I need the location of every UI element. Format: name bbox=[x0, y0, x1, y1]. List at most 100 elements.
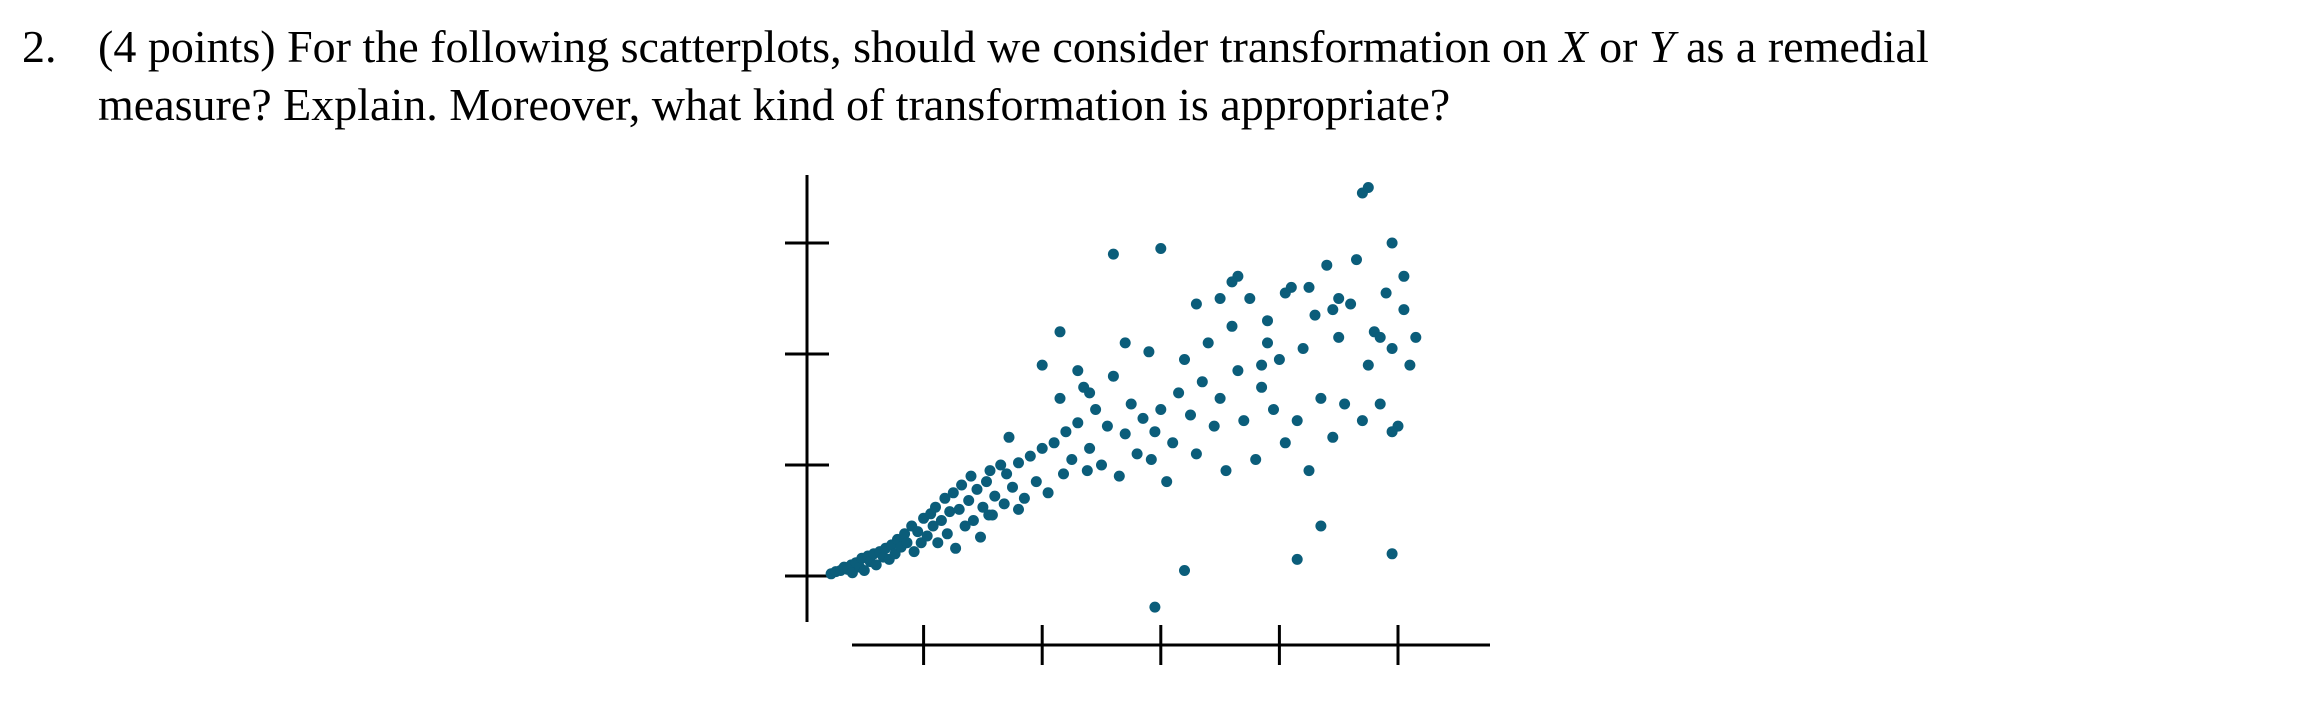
data-point-35 bbox=[932, 537, 944, 549]
data-point-141 bbox=[1398, 270, 1410, 282]
data-point-75 bbox=[1090, 404, 1102, 415]
data-point-15 bbox=[870, 559, 882, 571]
data-point-154 bbox=[1013, 503, 1024, 515]
data-point-96 bbox=[1208, 420, 1220, 432]
data-point-71 bbox=[1072, 417, 1084, 429]
data-point-93 bbox=[1190, 448, 1202, 460]
data-point-95 bbox=[1202, 337, 1214, 349]
data-point-86 bbox=[1149, 426, 1161, 438]
variable-x: X bbox=[1559, 21, 1588, 72]
data-point-36 bbox=[935, 515, 947, 526]
data-point-34 bbox=[930, 501, 941, 513]
data-point-135 bbox=[1279, 287, 1291, 299]
data-point-125 bbox=[1380, 287, 1392, 299]
data-point-62 bbox=[1024, 450, 1036, 462]
data-point-39 bbox=[944, 506, 956, 518]
data-point-80 bbox=[1119, 428, 1131, 440]
data-point-158 bbox=[1262, 337, 1273, 349]
data-point-119 bbox=[1345, 298, 1357, 310]
data-point-111 bbox=[1297, 343, 1309, 354]
data-point-33 bbox=[927, 520, 939, 532]
data-point-85 bbox=[1145, 454, 1157, 465]
data-point-100 bbox=[1232, 365, 1244, 377]
data-point-117 bbox=[1333, 331, 1345, 343]
data-point-120 bbox=[1351, 254, 1362, 266]
data-point-97 bbox=[1214, 392, 1226, 404]
data-point-41 bbox=[950, 542, 962, 554]
data-point-83 bbox=[1137, 412, 1149, 424]
data-point-78 bbox=[1107, 370, 1119, 382]
data-point-156 bbox=[1119, 337, 1131, 349]
data-point-124 bbox=[1374, 398, 1386, 410]
data-point-70 bbox=[1066, 454, 1078, 465]
data-point-59 bbox=[1007, 481, 1018, 493]
data-point-68 bbox=[1058, 468, 1069, 480]
data-point-159 bbox=[1333, 293, 1345, 304]
data-point-58 bbox=[1003, 431, 1015, 443]
data-point-42 bbox=[953, 503, 965, 515]
data-point-115 bbox=[1321, 259, 1333, 271]
data-point-132 bbox=[1155, 243, 1167, 254]
data-point-137 bbox=[1327, 304, 1339, 316]
data-point-52 bbox=[984, 465, 996, 477]
data-point-145 bbox=[1084, 387, 1096, 399]
variable-y: Y bbox=[1648, 21, 1675, 72]
data-point-84 bbox=[1143, 346, 1155, 358]
data-point-77 bbox=[1101, 420, 1113, 432]
data-point-73 bbox=[1081, 465, 1093, 477]
data-point-76 bbox=[1096, 459, 1107, 471]
data-point-90 bbox=[1173, 387, 1185, 399]
data-point-150 bbox=[1315, 520, 1327, 532]
data-point-98 bbox=[1220, 465, 1232, 477]
data-point-24 bbox=[899, 528, 911, 540]
question-line-2: measure? Explain. Moreover, what kind of… bbox=[98, 79, 1451, 130]
data-point-110 bbox=[1291, 415, 1303, 427]
data-point-157 bbox=[1214, 293, 1226, 304]
data-point-55 bbox=[995, 459, 1007, 471]
data-point-102 bbox=[1244, 293, 1256, 304]
data-point-144 bbox=[1036, 359, 1048, 371]
data-point-65 bbox=[1042, 487, 1054, 499]
data-point-160 bbox=[1374, 331, 1386, 343]
data-point-118 bbox=[1339, 398, 1351, 410]
data-point-54 bbox=[989, 490, 1001, 502]
data-points bbox=[825, 182, 1422, 613]
data-point-104 bbox=[1256, 381, 1268, 393]
data-point-139 bbox=[1362, 182, 1374, 193]
data-point-88 bbox=[1161, 476, 1173, 488]
data-point-11 bbox=[858, 565, 870, 576]
data-point-69 bbox=[1060, 426, 1072, 438]
data-point-99 bbox=[1226, 320, 1238, 332]
data-point-121 bbox=[1356, 415, 1368, 427]
data-point-142 bbox=[1226, 276, 1238, 288]
data-point-45 bbox=[963, 495, 975, 506]
question-text-part-3: as a remedial bbox=[1674, 21, 1929, 72]
data-point-27 bbox=[908, 546, 920, 558]
data-point-67 bbox=[1054, 392, 1066, 404]
data-point-131 bbox=[1107, 248, 1119, 260]
data-point-101 bbox=[1238, 415, 1250, 427]
data-point-116 bbox=[1327, 431, 1339, 443]
data-point-43 bbox=[956, 479, 968, 491]
data-point-108 bbox=[1279, 437, 1291, 449]
axes bbox=[785, 175, 1490, 665]
data-point-46 bbox=[965, 470, 977, 482]
data-point-66 bbox=[1048, 437, 1060, 449]
data-point-122 bbox=[1362, 359, 1374, 371]
question-line-1: (4 points) For the following scatterplot… bbox=[98, 18, 2288, 76]
data-point-63 bbox=[1030, 476, 1042, 488]
data-point-25 bbox=[901, 537, 913, 549]
data-point-87 bbox=[1155, 404, 1167, 415]
data-point-38 bbox=[941, 528, 953, 540]
data-point-31 bbox=[921, 530, 933, 542]
question-text-part-2: or bbox=[1587, 21, 1649, 72]
data-point-155 bbox=[1072, 365, 1084, 377]
data-point-112 bbox=[1303, 465, 1315, 477]
data-point-91 bbox=[1179, 354, 1190, 365]
data-point-82 bbox=[1131, 448, 1143, 460]
data-point-140 bbox=[1386, 237, 1398, 249]
data-point-143 bbox=[1054, 326, 1066, 338]
data-point-133 bbox=[1190, 298, 1202, 310]
data-point-79 bbox=[1113, 470, 1125, 482]
data-point-50 bbox=[977, 501, 989, 513]
